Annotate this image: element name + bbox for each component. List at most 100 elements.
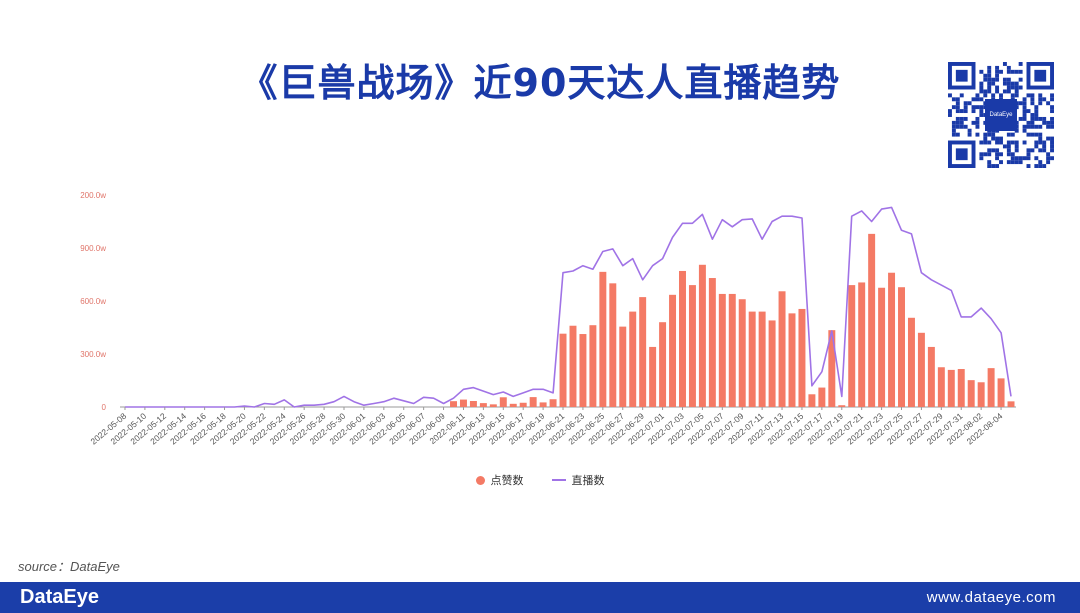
- website-url[interactable]: www.dataeye.com: [926, 589, 1056, 606]
- qr-module: [1050, 120, 1054, 125]
- qr-module: [971, 109, 976, 114]
- qr-module: [991, 164, 996, 168]
- page-title: 《巨兽战场》近90天达人直播趋势: [239, 61, 841, 105]
- qr-module: [971, 120, 976, 125]
- qr-module: [1014, 156, 1019, 161]
- bar-likes: [469, 400, 477, 407]
- qr-finder-inner: [955, 148, 968, 161]
- qr-module: [1018, 62, 1023, 66]
- qr-module: [1034, 116, 1039, 121]
- bar-likes: [698, 264, 706, 407]
- qr-module: [983, 77, 988, 82]
- qr-module: [1030, 120, 1035, 125]
- qr-module: [1006, 65, 1011, 70]
- bar-likes: [639, 297, 647, 407]
- qr-module: [1042, 120, 1047, 125]
- bar-likes: [848, 285, 856, 407]
- qr-module: [1022, 113, 1027, 117]
- qr-module: [1018, 156, 1023, 161]
- qr-module: [983, 93, 988, 98]
- bar-likes: [868, 233, 876, 407]
- qr-module: [948, 93, 952, 98]
- qr-module: [1010, 81, 1015, 86]
- qr-module: [991, 148, 996, 153]
- qr-module: [1018, 116, 1023, 121]
- bar-likes: [589, 325, 597, 407]
- qr-module: [955, 120, 960, 125]
- qr-module: [995, 156, 1000, 161]
- footer-bar: DataEye www.dataeye.com: [0, 582, 1080, 613]
- qr-module: [1026, 156, 1031, 161]
- bar-likes: [788, 313, 796, 407]
- qr-module: [1034, 124, 1039, 129]
- qr-module: [1010, 85, 1015, 90]
- qr-module: [1022, 97, 1027, 102]
- bar-likes: [539, 402, 547, 407]
- bar-likes: [808, 394, 816, 407]
- bar-likes: [509, 403, 517, 407]
- bar-likes: [450, 401, 457, 407]
- qr-module: [1006, 85, 1011, 90]
- qr-module: [987, 73, 992, 78]
- qr-module: [979, 69, 984, 74]
- qr-module: [1050, 148, 1054, 153]
- qr-module: [955, 105, 960, 110]
- qr-module: [991, 93, 996, 98]
- qr-module: [1010, 152, 1015, 157]
- bar-likes: [559, 333, 567, 407]
- bar-likes: [708, 278, 716, 407]
- bar-likes: [997, 378, 1005, 407]
- qr-module: [983, 140, 988, 145]
- bar-likes: [898, 287, 905, 407]
- qr-module: [1038, 116, 1043, 121]
- qr-module: [1034, 164, 1039, 168]
- qr-module: [1014, 144, 1019, 149]
- qr-module: [1034, 132, 1039, 137]
- qr-logo: DataEye: [985, 99, 1017, 131]
- qr-module: [987, 77, 992, 82]
- y-tick-label: 900.0w: [80, 244, 106, 253]
- qr-module: [1006, 140, 1011, 145]
- bar-likes: [748, 311, 756, 407]
- bar-likes: [768, 320, 776, 407]
- qr-module: [1006, 69, 1011, 74]
- qr-module: [995, 164, 1000, 168]
- bar-likes: [987, 368, 995, 407]
- qr-module: [959, 120, 964, 125]
- qr-module: [1010, 140, 1015, 145]
- legend-item-streams[interactable]: 直播数: [551, 472, 605, 488]
- bar-likes: [907, 317, 915, 407]
- legend-item-likes[interactable]: 点赞数: [475, 472, 524, 488]
- qr-module: [975, 97, 980, 102]
- qr-module: [1026, 120, 1031, 125]
- qr-module: [1006, 89, 1011, 94]
- qr-module: [979, 140, 984, 145]
- qr-module: [955, 101, 960, 106]
- qr-module: [1010, 69, 1015, 74]
- qr-module: [1014, 81, 1019, 86]
- bar-likes: [619, 326, 627, 407]
- qr-module: [951, 132, 956, 137]
- qr-module: [963, 124, 968, 129]
- qr-module: [1042, 97, 1047, 102]
- legend-dot-icon: [475, 475, 485, 485]
- qr-module: [1002, 89, 1007, 94]
- qr-module: [1006, 132, 1011, 137]
- qr-module: [1050, 136, 1054, 141]
- qr-module: [979, 89, 984, 94]
- qr-module: [1038, 93, 1043, 98]
- qr-module: [955, 124, 960, 129]
- qr-module: [1042, 148, 1047, 153]
- qr-module: [959, 109, 964, 114]
- qr-module: [1006, 144, 1011, 149]
- qr-module: [1022, 109, 1027, 114]
- qr-module: [1030, 113, 1035, 117]
- qr-module: [1046, 160, 1051, 165]
- qr-module: [948, 109, 952, 114]
- qr-module: [999, 69, 1003, 74]
- qr-module: [991, 136, 996, 141]
- qr-module: [1038, 136, 1043, 141]
- y-tick-label: 0: [102, 403, 107, 412]
- qr-module: [1018, 101, 1023, 106]
- qr-module: [1046, 101, 1051, 106]
